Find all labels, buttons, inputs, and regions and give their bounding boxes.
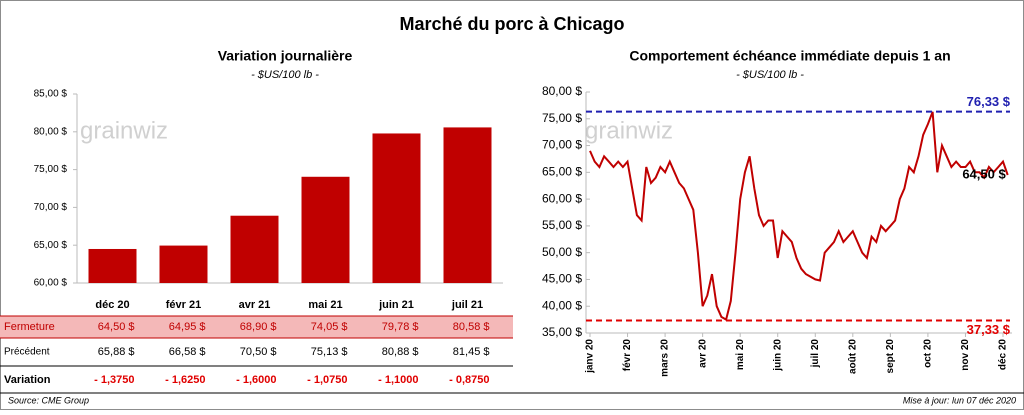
x-tick-label: avr 20: [697, 339, 708, 368]
table-cell: 74,05 $: [311, 321, 348, 333]
bar: [159, 245, 208, 283]
y-tick-label: 75,00 $: [34, 164, 68, 175]
x-tick-label: déc 20: [998, 339, 1009, 371]
logo: grainwiz: [585, 117, 673, 144]
table-cell: 64,50 $: [98, 321, 135, 333]
y-tick-label: 55,00 $: [542, 218, 582, 232]
bar: [301, 176, 350, 283]
y-tick-label: 35,00 $: [542, 325, 582, 339]
table-cell: 66,58 $: [169, 346, 206, 358]
x-tick-label: juil 21: [451, 299, 483, 311]
x-tick-label: mai 21: [308, 299, 342, 311]
x-tick-label: avr 21: [239, 299, 271, 311]
table-cell: 80,88 $: [382, 346, 419, 358]
y-tick-label: 85,00 $: [34, 89, 68, 100]
x-tick-label: janv 20: [585, 339, 596, 374]
x-tick-label: juil 20: [810, 339, 821, 369]
table-cell: - 0,8750: [449, 374, 489, 386]
y-tick-label: 45,00 $: [542, 272, 582, 286]
updated: Mise à jour: lun 07 déc 2020: [903, 395, 1016, 405]
x-tick-label: mai 20: [735, 339, 746, 371]
row-label: Fermeture: [4, 321, 55, 333]
table-cell: 75,13 $: [311, 346, 348, 358]
chart-subtitle: - $US/100 lb -: [736, 69, 804, 81]
table-cell: - 1,6250: [165, 374, 205, 386]
source: Source: CME Group: [8, 395, 89, 405]
table-cell: 65,88 $: [98, 346, 135, 358]
y-tick-label: 60,00 $: [542, 191, 582, 205]
y-tick-label: 70,00 $: [34, 202, 68, 213]
bar: [230, 215, 279, 283]
y-tick-label: 80,00 $: [34, 126, 68, 137]
bar: [443, 127, 492, 284]
y-tick-label: 40,00 $: [542, 298, 582, 312]
row-label: Précédent: [4, 347, 50, 358]
page-title: Marché du porc à Chicago: [399, 14, 624, 34]
chart-subtitle: - $US/100 lb -: [251, 69, 319, 81]
row-label: Variation: [4, 374, 51, 386]
table-cell: - 1,0750: [307, 374, 347, 386]
table-cell: 79,78 $: [382, 321, 419, 333]
y-tick-label: 60,00 $: [34, 278, 68, 289]
y-tick-label: 65,00 $: [542, 165, 582, 179]
y-tick-label: 65,00 $: [34, 240, 68, 251]
chart-title: Variation journalière: [218, 48, 353, 64]
bar: [88, 248, 137, 283]
x-tick-label: févr 21: [166, 299, 201, 311]
y-tick-label: 75,00 $: [542, 111, 582, 125]
table-cell: 80,58 $: [453, 321, 490, 333]
x-tick-label: oct 20: [923, 339, 934, 368]
table-cell: - 1,6000: [236, 374, 276, 386]
table-cell: 64,95 $: [169, 321, 206, 333]
annotation: 64,50 $: [962, 166, 1006, 181]
x-tick-label: févr 20: [622, 339, 633, 372]
x-tick-label: juin 20: [772, 339, 783, 372]
table-cell: 68,90 $: [240, 321, 277, 333]
highlight-row: [0, 316, 513, 338]
x-tick-label: août 20: [847, 339, 858, 374]
table-cell: - 1,3750: [94, 374, 134, 386]
table-cell: 70,50 $: [240, 346, 277, 358]
x-tick-label: déc 20: [95, 299, 129, 311]
x-tick-label: mars 20: [660, 339, 671, 377]
table-cell: - 1,1000: [378, 374, 418, 386]
annotation: 76,33 $: [967, 94, 1011, 109]
price-line: [589, 111, 1009, 322]
y-tick-label: 50,00 $: [542, 245, 582, 259]
y-tick-label: 70,00 $: [542, 138, 582, 152]
logo: grainwiz: [80, 117, 168, 144]
bar: [372, 133, 421, 283]
table-cell: 81,45 $: [453, 346, 490, 358]
annotation: 37,33 $: [967, 322, 1011, 337]
x-tick-label: juin 21: [378, 299, 414, 311]
x-tick-label: nov 20: [960, 339, 971, 371]
chart-title: Comportement échéance immédiate depuis 1…: [629, 48, 950, 64]
x-tick-label: sept 20: [885, 339, 896, 374]
y-tick-label: 80,00 $: [542, 84, 582, 98]
